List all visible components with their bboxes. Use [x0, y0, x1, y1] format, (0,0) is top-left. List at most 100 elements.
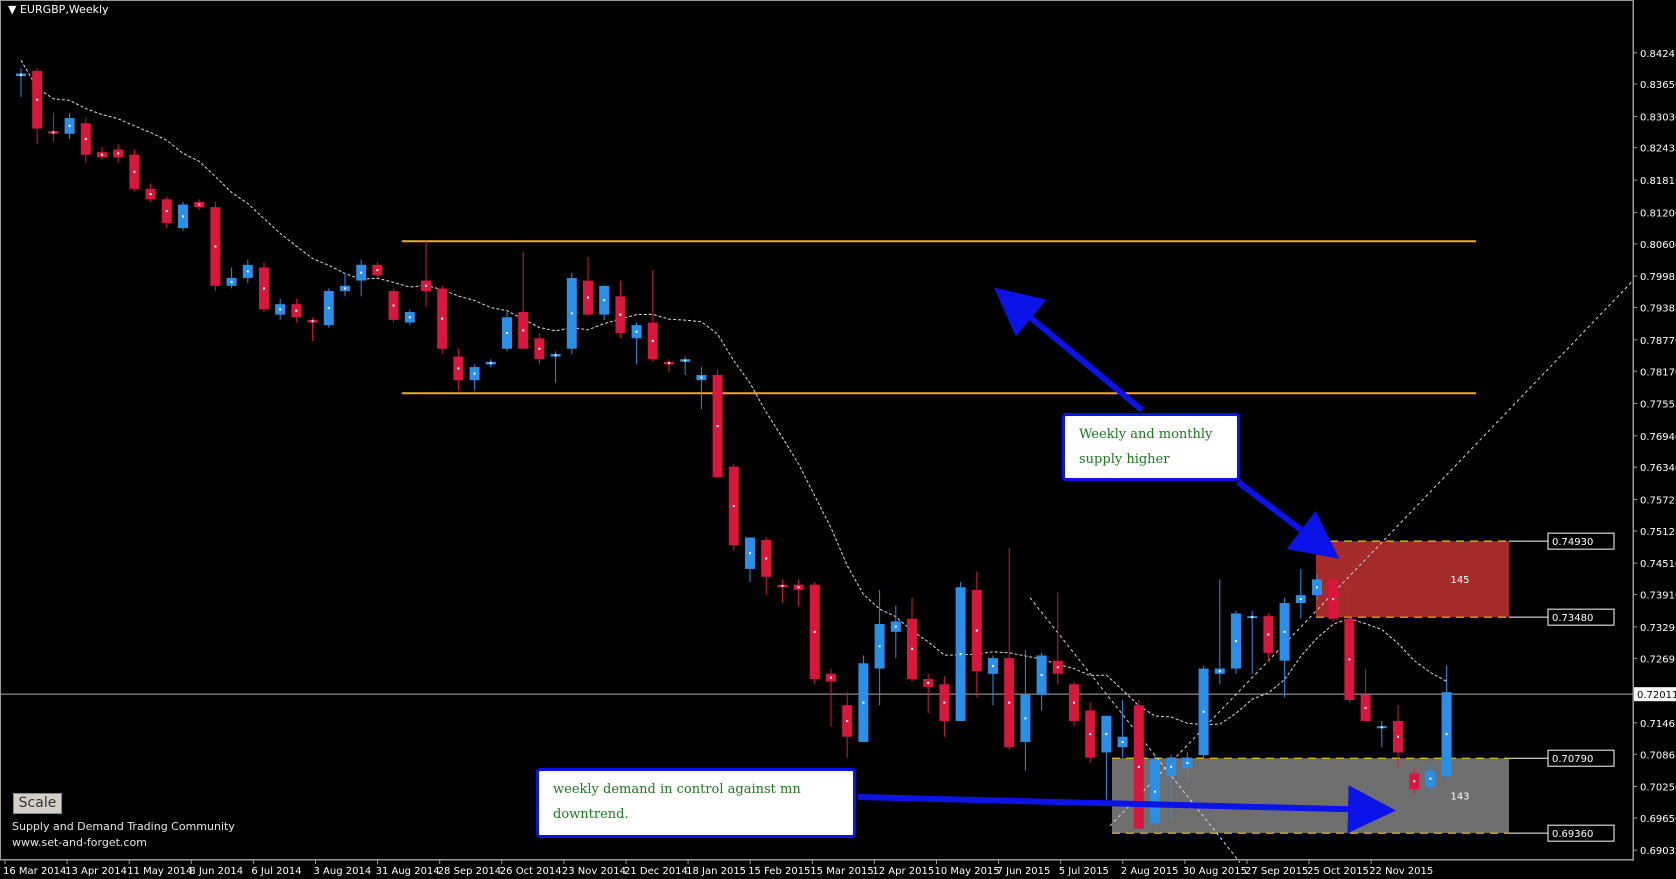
candle-marker [732, 505, 735, 508]
candle-marker [1073, 701, 1075, 704]
candle-marker [1316, 586, 1318, 589]
candle-marker [1024, 717, 1027, 720]
x-tick-label: 10 May 2015 [935, 866, 1000, 877]
candle-marker [959, 653, 962, 656]
candle-marker [84, 138, 87, 141]
candle-marker [1267, 633, 1270, 636]
candle-marker [506, 331, 508, 334]
candle-marker [1251, 616, 1254, 619]
candle-marker [1429, 777, 1432, 780]
x-tick-label: 18 Jan 2015 [686, 866, 746, 877]
candle-marker [538, 347, 541, 350]
candle-marker [668, 362, 670, 365]
y-tick-label: 0.84245 [1640, 49, 1676, 60]
candle-marker [101, 153, 103, 156]
candle-marker [813, 630, 816, 633]
candle-marker [117, 152, 120, 155]
candle-marker [1380, 726, 1383, 729]
x-tick-label: 22 Nov 2015 [1369, 866, 1433, 877]
arrow-to-supply-zone [1236, 479, 1340, 559]
y-tick-label: 0.81815 [1640, 176, 1676, 187]
candle-marker [1089, 733, 1092, 736]
demand-zone-label: 143 [1450, 792, 1469, 803]
price-level-label: 0.70790 [1552, 754, 1593, 765]
moving-average-line [20, 60, 1447, 726]
y-tick-label: 0.79385 [1640, 304, 1676, 315]
candle-marker [214, 245, 217, 248]
candle-marker [619, 313, 622, 316]
scale-button[interactable]: Scale [13, 793, 62, 814]
price-level-box [1547, 824, 1615, 842]
candle-marker [149, 193, 152, 196]
y-tick-label: 0.70865 [1640, 750, 1676, 761]
candle-marker [1397, 735, 1399, 738]
arrow-to-demand-zone [857, 785, 1396, 834]
candle-marker [20, 73, 22, 76]
candle-marker [182, 215, 184, 218]
candle-marker [749, 552, 751, 555]
candle-marker [392, 304, 395, 307]
x-tick-label: 30 Aug 2015 [1183, 866, 1247, 877]
candle-marker [1121, 740, 1124, 743]
callout-demand: weekly demand in control against mn down… [536, 768, 856, 838]
candle-marker [522, 329, 525, 332]
candle-marker [927, 681, 930, 684]
candle-marker [1186, 761, 1189, 764]
price-level-label: 0.73480 [1552, 613, 1593, 624]
x-tick-label: 12 Apr 2015 [872, 866, 934, 877]
candle-marker [360, 271, 363, 274]
candle-marker [1445, 733, 1448, 736]
candle-marker [1413, 780, 1416, 783]
y-tick-label: 0.82435 [1640, 144, 1676, 155]
footer-website: www.set-and-forget.com [12, 836, 147, 849]
candle-marker [684, 359, 687, 362]
x-tick-label: 16 Mar 2014 [3, 866, 66, 877]
y-tick-label: 0.72695 [1640, 654, 1676, 665]
candle-marker [716, 425, 719, 428]
symbol-text: EURGBP,Weekly [19, 3, 109, 16]
candle-marker [327, 307, 330, 310]
candle-marker [489, 362, 492, 365]
candle-marker [1008, 701, 1011, 704]
x-tick-label: 27 Sep 2015 [1245, 866, 1308, 877]
candle-marker [230, 280, 233, 283]
y-tick-label: 0.77555 [1640, 400, 1676, 411]
callout-supply: Weekly and monthly supply higher [1062, 413, 1240, 481]
candle-marker [1170, 765, 1173, 768]
current-price-tag [1634, 687, 1676, 702]
x-tick-label: 31 Aug 2014 [376, 866, 440, 877]
price-level-box [1547, 749, 1615, 767]
x-tick-label: 21 Dec 2014 [624, 866, 688, 877]
y-tick-label: 0.69035 [1640, 846, 1676, 857]
price-level-label: 0.69360 [1552, 829, 1593, 840]
candle-marker [894, 625, 897, 628]
candle-marker [1348, 658, 1351, 661]
y-tick-label: 0.75725 [1640, 495, 1676, 506]
candle-marker [1056, 666, 1059, 669]
candle-marker [295, 309, 298, 312]
candle-marker [1218, 670, 1221, 673]
x-tick-label: 26 Oct 2014 [500, 866, 562, 877]
candle-marker [635, 330, 638, 333]
current-price-label: 0.72011 [1637, 690, 1676, 701]
candle-marker [911, 647, 913, 650]
candle-marker [765, 557, 768, 560]
candle-marker [992, 664, 994, 667]
candle-marker [975, 629, 978, 632]
candle-marker [133, 170, 136, 173]
candle-marker [441, 317, 444, 320]
candle-marker [862, 701, 865, 704]
x-tick-label: 6 Jul 2014 [251, 866, 301, 877]
symbol-label: ▼ EURGBP,Weekly [8, 3, 109, 16]
candle-marker [198, 203, 201, 206]
